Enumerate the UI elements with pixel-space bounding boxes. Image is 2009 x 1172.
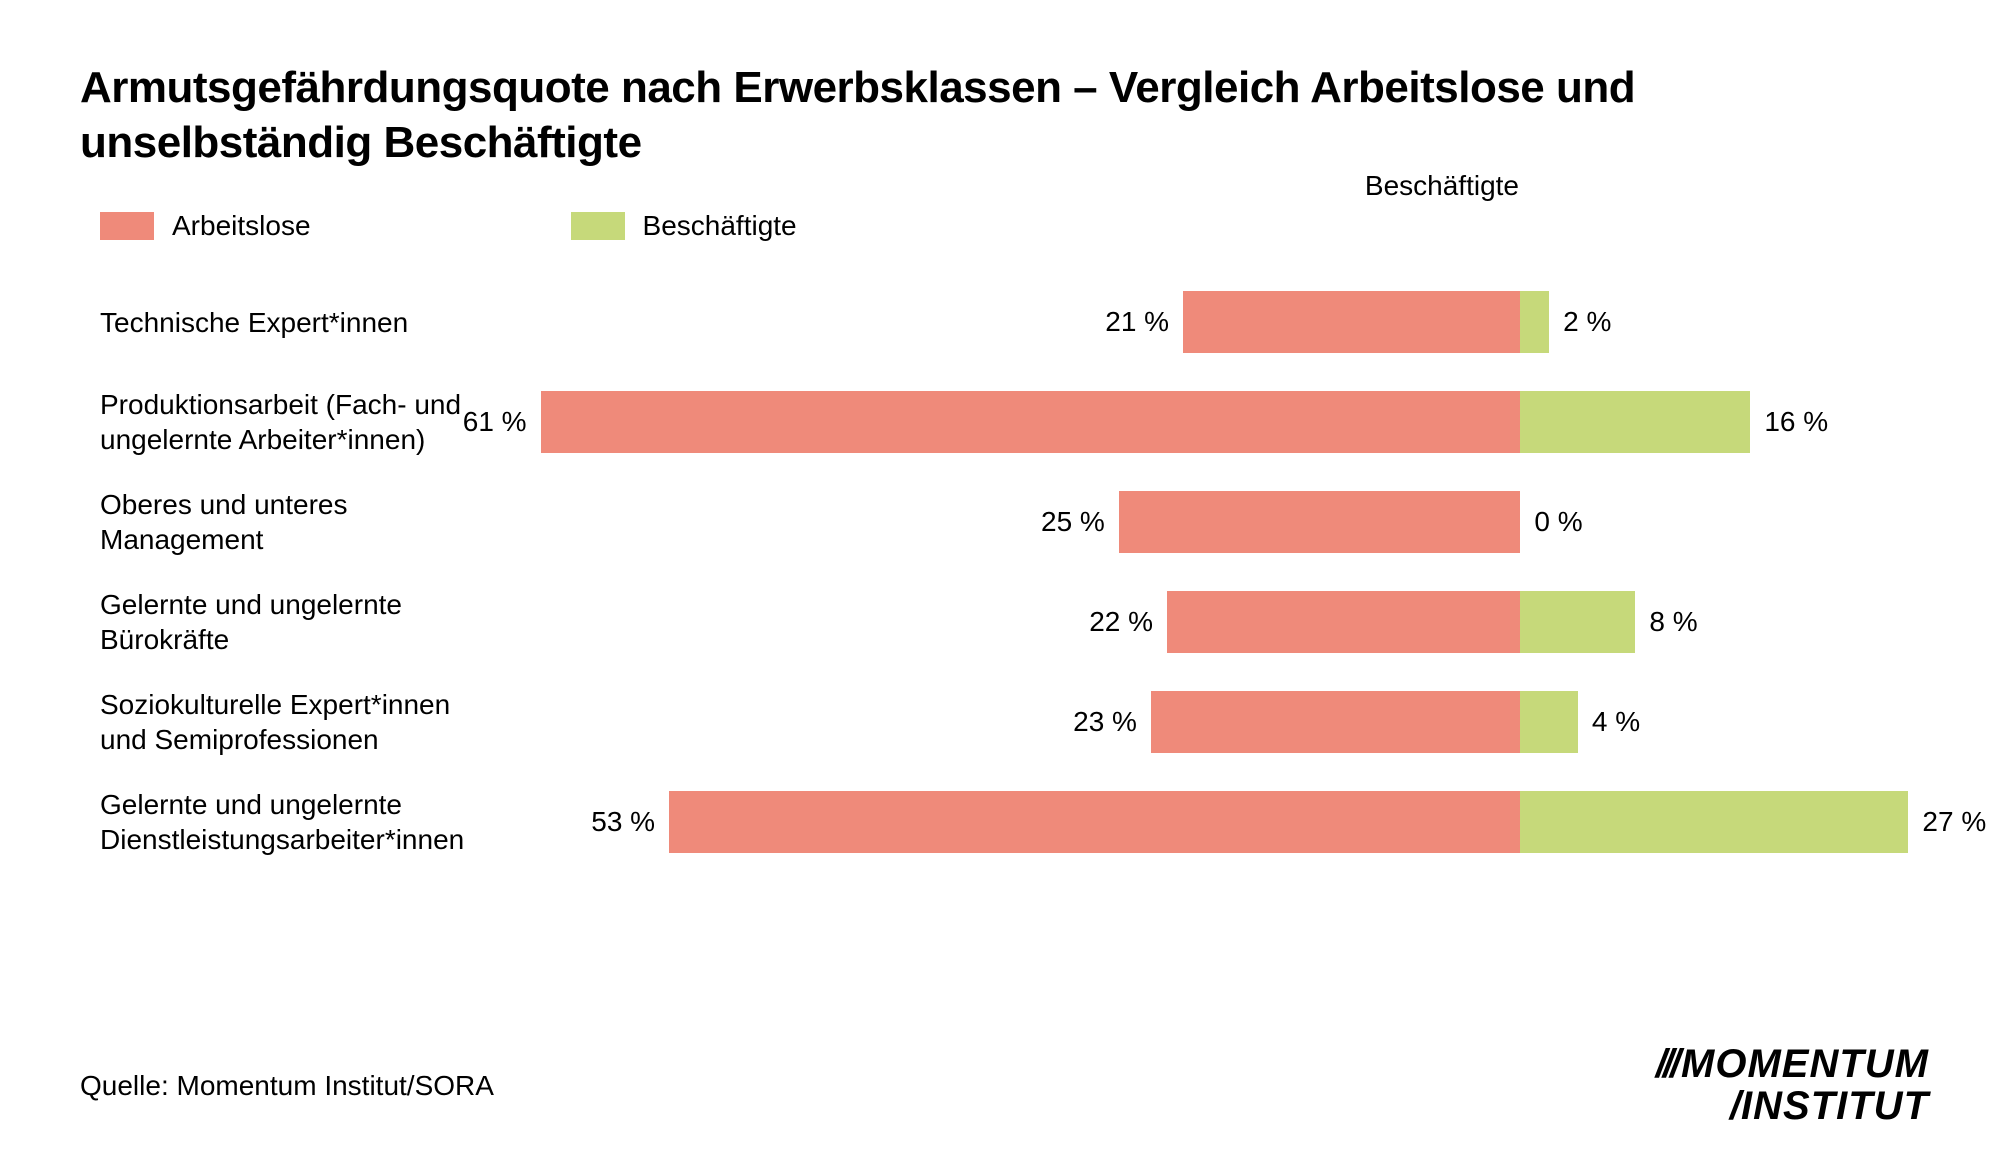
axis-label-beschaeftigte: Beschäftigte	[1365, 170, 1519, 202]
chart-row: Gelernte und ungelernte Bürokräfte 22 % 8 …	[80, 572, 1929, 672]
bar-beschaeftigte	[1520, 591, 1635, 653]
bar-arbeitslose	[1167, 591, 1520, 653]
category-label: Technische Expert*innen	[80, 305, 520, 340]
bar-wrap-arbeitslose: 25 %	[1027, 491, 1520, 553]
value-label-arbeitslose: 61 %	[449, 406, 541, 438]
value-label-beschaeftigte: 2 %	[1549, 306, 1625, 338]
source-citation: Quelle: Momentum Institut/SORA	[80, 1070, 494, 1102]
legend-swatch-b	[571, 212, 625, 240]
legend-label-b: Beschäftigte	[643, 210, 797, 242]
bar-arbeitslose	[1183, 291, 1520, 353]
bar-area: 53 %27 %	[520, 791, 1929, 853]
value-label-arbeitslose: 21 %	[1091, 306, 1183, 338]
chart-row: Gelernte und ungelernte Dienstleistungsa…	[80, 772, 1929, 872]
bar-arbeitslose	[669, 791, 1520, 853]
bar-area: 21 % 2 %	[520, 291, 1929, 353]
bar-area: 22 % 8 %	[520, 591, 1929, 653]
bar-wrap-arbeitslose: 21 %	[1091, 291, 1520, 353]
bar-beschaeftigte	[1520, 291, 1549, 353]
legend-swatch-a	[100, 212, 154, 240]
legend: Arbeitslose Beschäftigte	[100, 210, 1929, 242]
legend-item-arbeitslose: Arbeitslose	[100, 210, 311, 242]
bar-beschaeftigte	[1520, 691, 1577, 753]
chart-row: Soziokulturelle Expert*innen und Semipro…	[80, 672, 1929, 772]
chart-row: Produktionsarbeit (Fach- und ungelernte …	[80, 372, 1929, 472]
bar-area: 61 %16 %	[520, 391, 1929, 453]
value-label-beschaeftigte: 0 %	[1520, 506, 1596, 538]
chart-container: Armutsgefährdungsquote nach Erwerbsklass…	[0, 0, 2009, 1172]
category-label: Gelernte und ungelernte Bürokräfte	[80, 587, 520, 657]
bar-wrap-beschaeftigte: 8 %	[1520, 591, 1711, 653]
bar-wrap-beschaeftigte: 2 %	[1520, 291, 1625, 353]
bar-arbeitslose	[1151, 691, 1520, 753]
bar-beschaeftigte	[1520, 391, 1750, 453]
bar-wrap-arbeitslose: 23 %	[1059, 691, 1520, 753]
chart-row: Oberes und unteres Management 25 % 0 %	[80, 472, 1929, 572]
bar-arbeitslose	[541, 391, 1521, 453]
bar-arbeitslose	[1119, 491, 1521, 553]
bar-wrap-beschaeftigte: 4 %	[1520, 691, 1654, 753]
value-label-beschaeftigte: 8 %	[1635, 606, 1711, 638]
category-label: Oberes und unteres Management	[80, 487, 520, 557]
bar-beschaeftigte	[1520, 791, 1908, 853]
logo-line2: INSTITUT	[1741, 1084, 1929, 1128]
legend-item-beschaeftigte: Beschäftigte	[571, 210, 797, 242]
value-label-beschaeftigte: 27 %	[1908, 806, 2000, 838]
bar-area: 23 % 4 %	[520, 691, 1929, 753]
value-label-arbeitslose: 53 %	[577, 806, 669, 838]
category-label: Soziokulturelle Expert*innen und Semipro…	[80, 687, 520, 757]
chart-bars: Technische Expert*innen 21 % 2 % Produktion…	[80, 272, 1929, 872]
bar-wrap-beschaeftigte: 16 %	[1520, 391, 1842, 453]
value-label-beschaeftigte: 16 %	[1750, 406, 1842, 438]
logo-line1: MOMENTUM	[1681, 1042, 1929, 1086]
legend-label-a: Arbeitslose	[172, 210, 311, 242]
value-label-arbeitslose: 22 %	[1075, 606, 1167, 638]
value-label-arbeitslose: 25 %	[1027, 506, 1119, 538]
bar-area: 25 % 0 %	[520, 491, 1929, 553]
chart-row: Technische Expert*innen 21 % 2 %	[80, 272, 1929, 372]
bar-wrap-arbeitslose: 22 %	[1075, 591, 1520, 653]
bar-wrap-arbeitslose: 53 %	[577, 791, 1520, 853]
bar-wrap-beschaeftigte: 0 %	[1520, 491, 1596, 553]
logo-momentum-institut: ///MOMENTUM /INSTITUT	[1656, 1043, 1929, 1127]
category-label: Gelernte und ungelernte Dienstleistungsa…	[80, 787, 520, 857]
bar-wrap-arbeitslose: 61 %	[449, 391, 1521, 453]
value-label-arbeitslose: 23 %	[1059, 706, 1151, 738]
bar-wrap-beschaeftigte: 27 %	[1520, 791, 2000, 853]
chart-title: Armutsgefährdungsquote nach Erwerbsklass…	[80, 60, 1929, 170]
value-label-beschaeftigte: 4 %	[1578, 706, 1654, 738]
